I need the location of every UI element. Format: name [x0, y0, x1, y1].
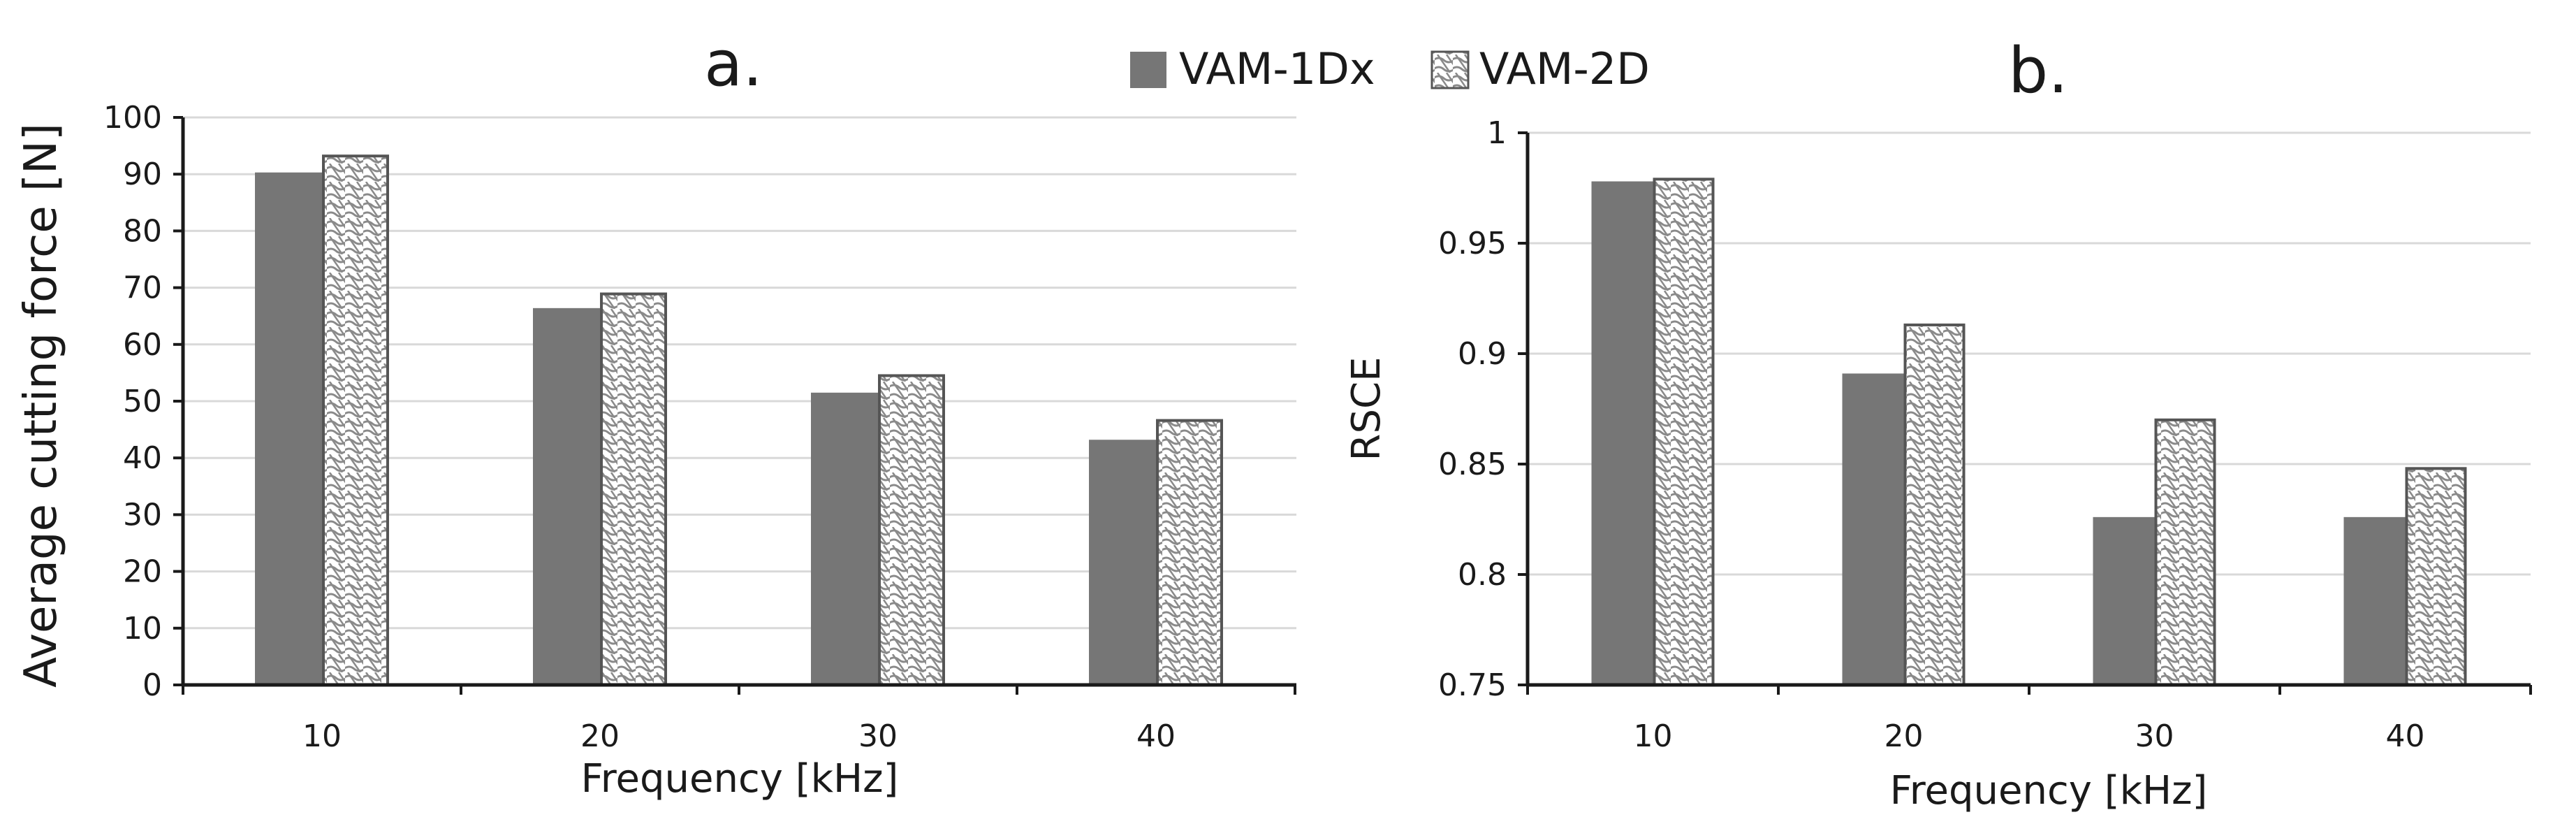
chart-a-bar-vam-1dx-30 [811, 392, 878, 685]
chart-a-title: a. [704, 27, 763, 101]
chart-b-title: b. [2008, 34, 2068, 108]
chart-b-plot-area: 0.75 0.8 0.85 0.9 0.95 1 10 20 30 40 [1438, 115, 2532, 754]
chart-a-bar-vam-2d-20 [600, 292, 667, 687]
chart-b-x-tick-label: 10 [1634, 718, 1673, 754]
chart-a-bar-vam-2d-10 [322, 154, 389, 686]
chart-a-bar-vam-2d-40 [1156, 419, 1223, 686]
chart-a-plot-area: 0 10 20 30 40 50 60 70 80 90 100 10 20 30 40 [103, 100, 1296, 754]
chart-b-x-axis-title: Frequency [kHz] [1890, 768, 2208, 814]
chart-b-x-tick-label: 20 [1885, 718, 1924, 754]
chart-a-y-tick-label: 20 [123, 554, 162, 590]
chart-b-y-axis-title: RSCE [1344, 357, 1389, 461]
chart-b-y-tick-label: 0.9 [1458, 336, 1507, 372]
legend-label-vam-1dx: VAM-1Dx [1179, 43, 1375, 94]
legend: VAM-1Dx VAM-2D [1130, 43, 1650, 94]
chart-b-y-tick-label: 0.75 [1438, 667, 1507, 703]
chart-b-x-tick-label: 30 [2135, 718, 2174, 754]
chart-b-bar-vam-2d-20 [1903, 323, 1966, 687]
legend-swatch-vam-1dx [1130, 52, 1166, 88]
chart-a-x-tick-label: 20 [580, 718, 620, 754]
chart-b-y-tick-label: 0.85 [1438, 447, 1507, 482]
chart-a-y-tick-label: 40 [123, 440, 162, 476]
chart-a-y-axis-title: Average cutting force [N] [15, 123, 67, 688]
chart-b-y-tick-label: 0.95 [1438, 226, 1507, 261]
legend-swatch-vam-2d [1430, 50, 1470, 89]
chart-a-x-tick-label: 40 [1136, 718, 1176, 754]
chart-b-rsce: b. RSCE Frequency [kHz] 0.750.80.850.90.… [1344, 34, 2532, 814]
chart-a-y-tick-label: 70 [123, 270, 162, 306]
chart-a-y-tick-label: 50 [123, 384, 162, 419]
chart-b-bar-vam-1dx-10 [1591, 181, 1653, 685]
chart-a-y-tick-label: 10 [123, 611, 162, 646]
chart-a-bar-vam-1dx-20 [533, 308, 600, 685]
chart-a-x-tick-label: 10 [302, 718, 342, 754]
chart-b-bar-vam-1dx-30 [2093, 516, 2155, 685]
chart-b-y-tick-label: 1 [1487, 115, 1507, 151]
chart-a-y-tick-label: 60 [123, 327, 162, 363]
chart-a-y-tick-label: 0 [142, 667, 162, 703]
legend-label-vam-2d: VAM-2D [1479, 43, 1650, 94]
chart-b-bar-vam-2d-10 [1653, 178, 1715, 686]
chart-a-x-axis-title: Frequency [kHz] [581, 756, 899, 802]
chart-b-bar-vam-1dx-20 [1842, 373, 1904, 685]
chart-a-average-cutting-force: a. Average cutting force [N] Frequency [… [15, 27, 1296, 802]
chart-a-y-tick-label: 80 [123, 213, 162, 249]
chart-a-bar-vam-1dx-10 [255, 172, 322, 685]
chart-a-bar-vam-2d-30 [878, 374, 945, 687]
chart-a-y-tick-label: 100 [103, 100, 162, 136]
chart-b-x-tick-label: 40 [2386, 718, 2425, 754]
chart-b-bar-vam-2d-40 [2405, 467, 2467, 686]
chart-a-y-tick-label: 90 [123, 157, 162, 192]
chart-b-y-tick-label: 0.8 [1458, 557, 1507, 593]
chart-b-bar-vam-2d-30 [2154, 418, 2216, 686]
chart-b-bar-vam-1dx-40 [2343, 516, 2406, 685]
chart-a-y-tick-label: 30 [123, 497, 162, 533]
chart-a-bar-vam-1dx-40 [1089, 440, 1156, 685]
chart-a-x-tick-label: 30 [858, 718, 898, 754]
